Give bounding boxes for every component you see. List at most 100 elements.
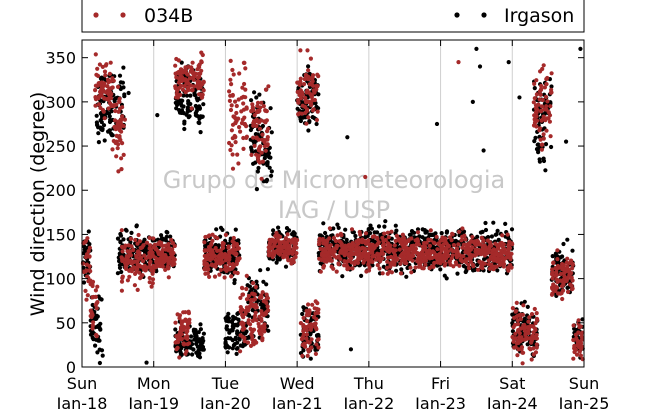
point-034b bbox=[513, 336, 518, 341]
point-irgason bbox=[229, 319, 235, 325]
point-irgason bbox=[242, 342, 248, 347]
point-034b bbox=[550, 271, 555, 276]
point-034b bbox=[328, 243, 333, 248]
point-034b bbox=[262, 139, 267, 145]
point-034b bbox=[259, 100, 264, 105]
point-034b bbox=[478, 249, 483, 254]
point-034b bbox=[110, 85, 115, 90]
point-irgason bbox=[254, 279, 259, 284]
point-034b bbox=[282, 239, 287, 245]
point-034b bbox=[187, 341, 192, 346]
point-034b bbox=[485, 251, 490, 256]
point-irgason bbox=[218, 225, 224, 230]
point-034b bbox=[109, 103, 114, 109]
point-034b bbox=[439, 247, 444, 252]
point-034b bbox=[463, 246, 468, 251]
point-034b bbox=[534, 78, 539, 83]
point-034b bbox=[338, 248, 344, 254]
point-034b bbox=[376, 240, 381, 245]
point-034b bbox=[147, 275, 152, 281]
point-034b bbox=[506, 244, 511, 249]
legend-label-irgason: Irgason bbox=[504, 5, 574, 27]
point-irgason bbox=[81, 280, 87, 285]
point-034b bbox=[206, 234, 211, 239]
point-irgason bbox=[254, 187, 259, 192]
point-034b bbox=[259, 150, 264, 155]
point-034b bbox=[262, 311, 267, 317]
point-034b bbox=[191, 70, 196, 75]
point-irgason bbox=[174, 106, 179, 111]
point-034b bbox=[318, 269, 323, 274]
point-034b bbox=[183, 317, 188, 322]
point-034b bbox=[128, 236, 134, 241]
point-034b bbox=[506, 265, 511, 270]
point-034b bbox=[152, 264, 157, 269]
point-034b bbox=[568, 282, 573, 287]
point-034b bbox=[180, 68, 185, 73]
point-034b bbox=[90, 279, 96, 284]
point-irgason bbox=[236, 317, 241, 322]
point-irgason bbox=[340, 274, 345, 279]
point-034b bbox=[261, 104, 266, 109]
point-034b bbox=[423, 262, 428, 267]
point-034b bbox=[259, 318, 264, 323]
point-irgason bbox=[274, 260, 279, 265]
point-034b bbox=[160, 264, 165, 269]
point-034b bbox=[114, 102, 119, 107]
point-034b bbox=[470, 262, 476, 267]
point-034b bbox=[305, 88, 310, 93]
point-034b bbox=[244, 105, 249, 110]
point-034b bbox=[173, 320, 178, 325]
point-034b bbox=[481, 238, 486, 243]
point-034b bbox=[398, 271, 404, 276]
point-irgason bbox=[475, 262, 480, 267]
point-034b bbox=[241, 101, 246, 106]
point-034b bbox=[389, 261, 395, 266]
point-034b bbox=[339, 241, 344, 247]
point-034b bbox=[228, 77, 233, 82]
point-irgason bbox=[483, 227, 489, 233]
point-irgason bbox=[351, 230, 356, 235]
point-irgason bbox=[267, 165, 272, 170]
point-irgason bbox=[173, 100, 178, 105]
point-034b bbox=[542, 107, 547, 112]
point-034b bbox=[305, 74, 310, 79]
point-034b bbox=[520, 361, 525, 366]
point-034b bbox=[540, 97, 545, 103]
point-034b bbox=[521, 303, 526, 308]
point-034b bbox=[352, 262, 357, 267]
point-034b bbox=[221, 241, 226, 246]
point-034b bbox=[151, 245, 156, 250]
point-034b bbox=[210, 232, 215, 237]
point-irgason bbox=[230, 346, 235, 351]
point-034b bbox=[141, 267, 146, 272]
point-034b bbox=[315, 337, 320, 342]
point-irgason bbox=[363, 235, 368, 240]
point-034b bbox=[265, 304, 270, 309]
point-irgason bbox=[369, 226, 374, 231]
point-034b bbox=[478, 242, 483, 247]
point-034b bbox=[531, 324, 536, 329]
point-034b bbox=[556, 278, 561, 283]
point-034b bbox=[409, 244, 414, 249]
point-irgason bbox=[117, 259, 122, 264]
point-outlier bbox=[474, 46, 479, 51]
point-irgason bbox=[509, 227, 515, 232]
point-034b bbox=[122, 117, 127, 122]
point-034b bbox=[344, 245, 349, 250]
point-034b bbox=[244, 124, 249, 129]
point-034b bbox=[296, 98, 301, 103]
point-034b bbox=[266, 245, 271, 250]
point-034b bbox=[449, 256, 454, 261]
point-034b bbox=[244, 297, 250, 302]
point-irgason bbox=[336, 225, 341, 230]
point-034b bbox=[117, 96, 122, 101]
point-irgason bbox=[119, 269, 124, 275]
point-irgason bbox=[372, 230, 377, 235]
point-034b bbox=[525, 329, 530, 334]
point-034b bbox=[470, 234, 475, 240]
point-034b bbox=[536, 102, 541, 107]
point-034b bbox=[240, 117, 245, 122]
point-034b bbox=[430, 250, 435, 255]
point-irgason bbox=[455, 271, 460, 276]
